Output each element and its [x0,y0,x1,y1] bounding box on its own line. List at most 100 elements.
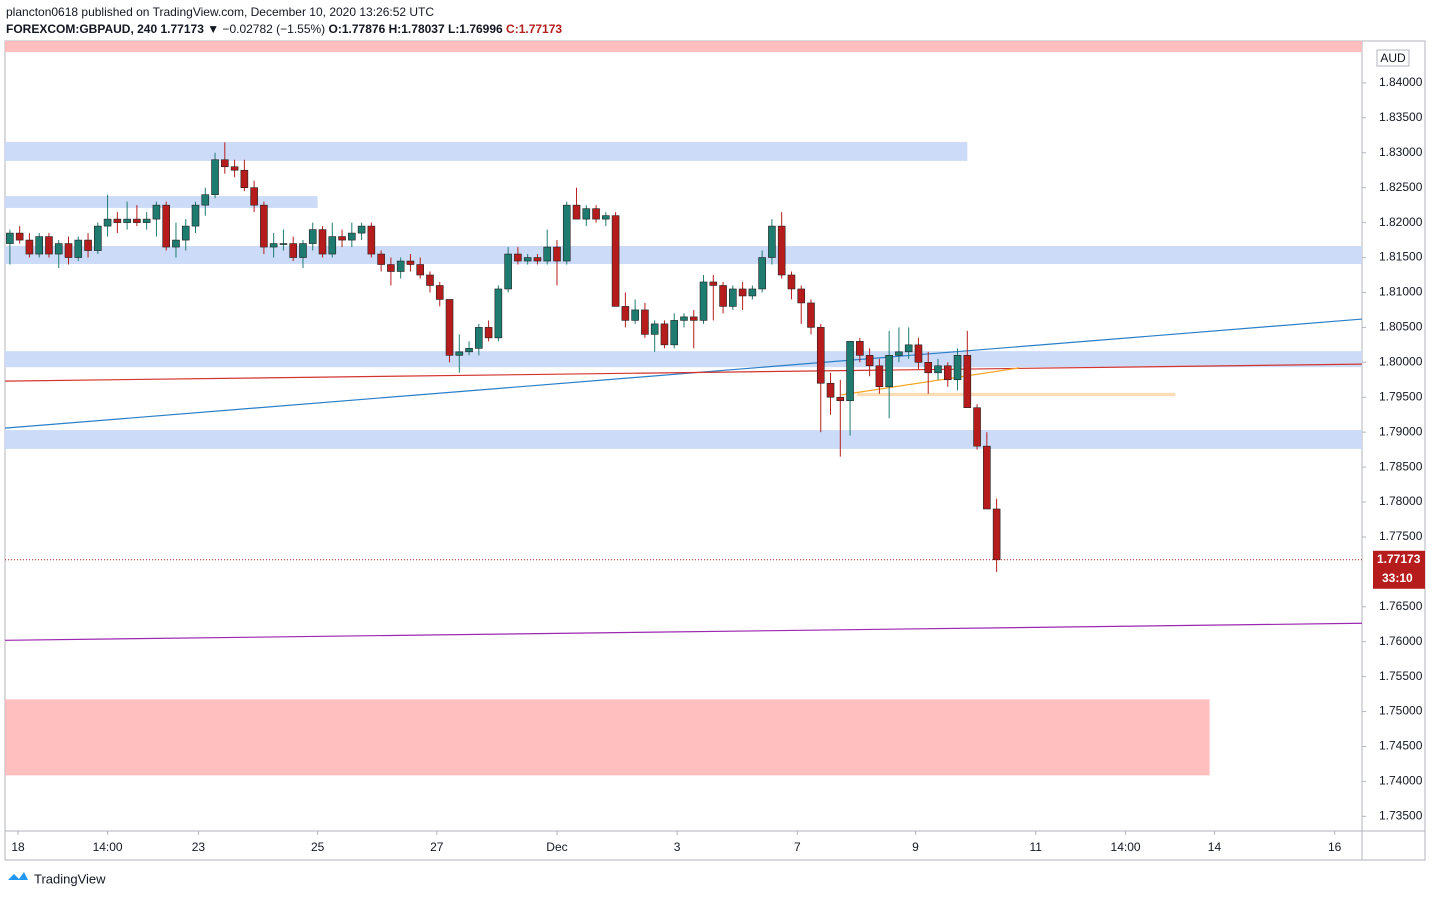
low: L:1.76996 [447,22,503,36]
candle-body [435,285,444,300]
candle-body [797,288,806,304]
candle-body [836,396,845,402]
x-tick-label: 11 [1029,840,1042,854]
candle-body [221,159,229,168]
candle-body [660,323,669,346]
candle-body [484,327,493,339]
plot: 1.73500 1.74000 1.74500 1.75000 1.75500 1.760… [4,41,1423,854]
candle-body [142,218,151,223]
candle-body [64,243,73,258]
y-tick-label: 1.84000 [1379,75,1423,89]
x-tick-label: 27 [430,840,444,854]
price-tag-label: 1.77173 [1377,552,1421,566]
candle-body [807,302,815,328]
y-tick-label: 1.74000 [1379,774,1423,788]
candle-body [816,327,825,384]
candle-body [181,225,190,241]
candle-body [631,309,639,321]
candle-body [191,204,200,227]
candle-body [152,204,161,220]
y-tick-label: 1.82000 [1379,215,1423,229]
candle-body [201,194,210,206]
candle-body [934,365,942,374]
countdown: 33:10 [1382,571,1413,585]
symbol-line: FOREXCOM:GBPAUD, 240 1.77173 ▼ −0.02782 … [6,21,562,38]
y-tick-label: 1.75500 [1379,669,1423,683]
candle-body [582,208,591,220]
candle-body [699,281,708,321]
y-tick-label: 1.80000 [1379,354,1423,368]
trend-line [841,367,1020,396]
candle-body [299,243,307,258]
candle-body [35,236,43,255]
candle-body [426,274,434,286]
candle-body [738,288,747,297]
candle-body [94,225,102,251]
zone [5,430,1362,449]
y-tick-label: 1.75000 [1379,704,1423,718]
zone [5,141,968,161]
candle-body [523,257,532,262]
y-tick-label: 1.73500 [1379,809,1423,823]
y-tick-label: 1.76500 [1379,599,1423,613]
candle-body [494,288,503,339]
candle-body [914,344,923,363]
x-tick-label: 14 [1208,840,1222,854]
candle-body [260,204,268,248]
candle-body [308,229,317,244]
candle-body [74,239,83,258]
price-tag [1373,550,1425,589]
candle-body [250,187,258,206]
high: H:1.78037 [388,22,445,36]
x-tick-label: 18 [11,840,25,854]
close: C:1.77173 [506,22,563,36]
candle-body [650,323,659,335]
x-tick-label: Dec [546,840,567,854]
candle-body [572,204,581,220]
x-tick-label: 14:00 [1111,840,1141,854]
y-tick-label: 1.76000 [1379,634,1423,648]
candle-body [602,215,610,220]
candle-body [162,204,170,248]
candle-body [338,236,346,241]
currency: AUD [1380,51,1406,65]
candle-body [992,508,1001,561]
candle-body [416,264,425,276]
candle-body [377,253,385,265]
candle-body [709,281,718,286]
x-tick-label: 25 [311,840,325,854]
candle-body [758,257,766,290]
candle-body [924,362,933,374]
trend-line [4,363,1363,382]
open: O:1.77876 [328,22,386,36]
candle-body [895,351,903,356]
candle-body [973,407,981,447]
zone [5,351,1362,368]
candle-body [777,225,786,276]
candle-body [406,260,415,265]
candle-body [54,243,63,255]
candle-body [689,316,698,321]
candle-body [592,208,600,220]
zone [5,699,1210,776]
candle-body [455,351,464,356]
candle-body [269,243,278,248]
logo [8,872,28,880]
y-tick-label: 1.82500 [1379,180,1423,194]
trend-line [4,622,1363,641]
candle-body [211,159,219,195]
candle-body [904,344,913,353]
candle-body [240,169,249,188]
x-tick-label: 9 [912,840,919,854]
candle-body [719,285,727,307]
candle-body [357,225,366,234]
candle-body [787,274,796,290]
change: ▼ −0.02782 (−1.55%) [207,22,326,36]
candle-body [943,365,952,381]
zone [5,196,318,208]
candle-body [475,327,483,349]
last: 1.77173 [160,22,204,36]
trend-line [4,318,1363,429]
x-tick-label: 16 [1328,840,1342,854]
